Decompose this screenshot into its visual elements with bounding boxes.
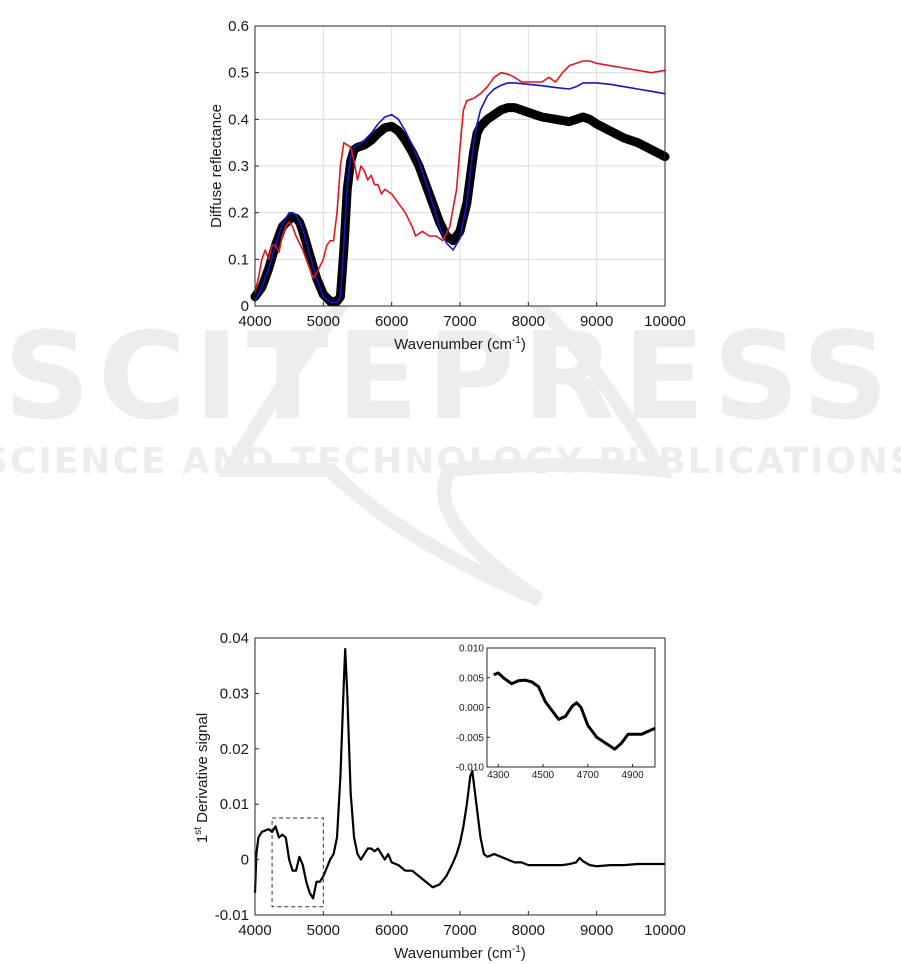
inset-y-tick-label: 0.005 <box>459 673 484 684</box>
reflectance-chart: 4000 5000 6000 7000 8000 9000 10000 0 0.1 0.2 0.3 0… <box>208 18 686 353</box>
derivative-series-line <box>253 647 665 900</box>
reflectance-y-tick-label: 0.3 <box>228 158 249 175</box>
inset-x-tick-label: 4500 <box>532 770 555 781</box>
reflectance-y-tick-label: 0.6 <box>228 18 249 35</box>
inset-y-tick-label: -0.010 <box>456 763 485 774</box>
derivative-x-tick-label: 4000 <box>238 922 271 939</box>
publisher-watermark: SCITEPRESS SCIENCE AND TECHNOLOGY PUBLIC… <box>0 201 901 607</box>
derivative-y-axis-label: 1st Derivative signal <box>193 713 211 843</box>
inset-x-tick-label: 4300 <box>487 770 510 781</box>
derivative-x-tick-label: 5000 <box>307 922 340 939</box>
derivative-x-tick-label: 7000 <box>443 922 476 939</box>
derivative-y-tick-label: 0.04 <box>220 630 249 647</box>
watermark-title: SCITEPRESS <box>4 308 897 447</box>
reflectance-y-axis-label: Diffuse reflectance <box>208 104 225 228</box>
inset-x-tick-label: 4900 <box>621 770 644 781</box>
reflectance-ticks: 4000 5000 6000 7000 8000 9000 10000 0 0.1 0.2 0.3 0… <box>228 18 686 330</box>
reflectance-x-tick-label: 4000 <box>238 313 271 330</box>
reflectance-y-tick-label: 0 <box>241 298 249 315</box>
inset-y-tick-label: 0.000 <box>459 703 484 714</box>
derivative-ticks: 4000 5000 6000 7000 8000 9000 10000-0.0100.010… <box>215 630 686 939</box>
inset-series-line <box>493 671 656 751</box>
derivative-x-tick-label: 8000 <box>512 922 545 939</box>
reflectance-y-tick-label: 0.5 <box>228 65 249 82</box>
reflectance-x-tick-label: 9000 <box>580 313 613 330</box>
inset-y-tick-label: -0.005 <box>456 733 485 744</box>
reflectance-x-tick-label: 10000 <box>644 313 686 330</box>
derivative-series <box>253 647 665 900</box>
derivative-y-tick-label: 0.01 <box>220 796 249 813</box>
inset-y-tick-label: 0.010 <box>459 644 484 655</box>
derivative-y-tick-label: 0.03 <box>220 685 249 702</box>
reflectance-y-tick-label: 0.1 <box>228 251 249 268</box>
inset-x-tick-label: 4700 <box>577 770 600 781</box>
reflectance-x-tick-label: 5000 <box>307 313 340 330</box>
inset-series <box>493 671 656 751</box>
derivative-inset-chart: 4300 4500 4700 4900 -0.010 -0.005 0.000 0.005 0.… <box>456 644 656 782</box>
derivative-y-tick-label: -0.01 <box>215 907 249 924</box>
reflectance-x-tick-label: 8000 <box>512 313 545 330</box>
reflectance-series <box>250 60 670 306</box>
derivative-x-tick-label: 6000 <box>375 922 408 939</box>
reflectance-x-tick-label: 6000 <box>375 313 408 330</box>
reflectance-red-series-line <box>254 60 666 293</box>
reflectance-x-tick-label: 7000 <box>443 313 476 330</box>
reflectance-y-tick-label: 0.2 <box>228 205 249 222</box>
derivative-x-tick-label: 9000 <box>580 922 613 939</box>
derivative-y-tick-label: 0.02 <box>220 741 249 758</box>
reflectance-blue-series-line <box>254 82 666 304</box>
inset-ticks: 4300 4500 4700 4900 -0.010 -0.005 0.000 0.005 0.… <box>456 644 645 782</box>
derivative-chart: 4000 5000 6000 7000 8000 9000 10000-0.0100.010… <box>193 630 686 962</box>
reflectance-y-tick-label: 0.4 <box>228 111 249 128</box>
reflectance-x-axis-label: Wavenumber (cm-1) <box>394 335 526 353</box>
derivative-y-tick-label: 0 <box>241 852 249 869</box>
derivative-x-axis-label: Wavenumber (cm-1) <box>394 944 526 962</box>
derivative-x-tick-label: 10000 <box>644 922 686 939</box>
